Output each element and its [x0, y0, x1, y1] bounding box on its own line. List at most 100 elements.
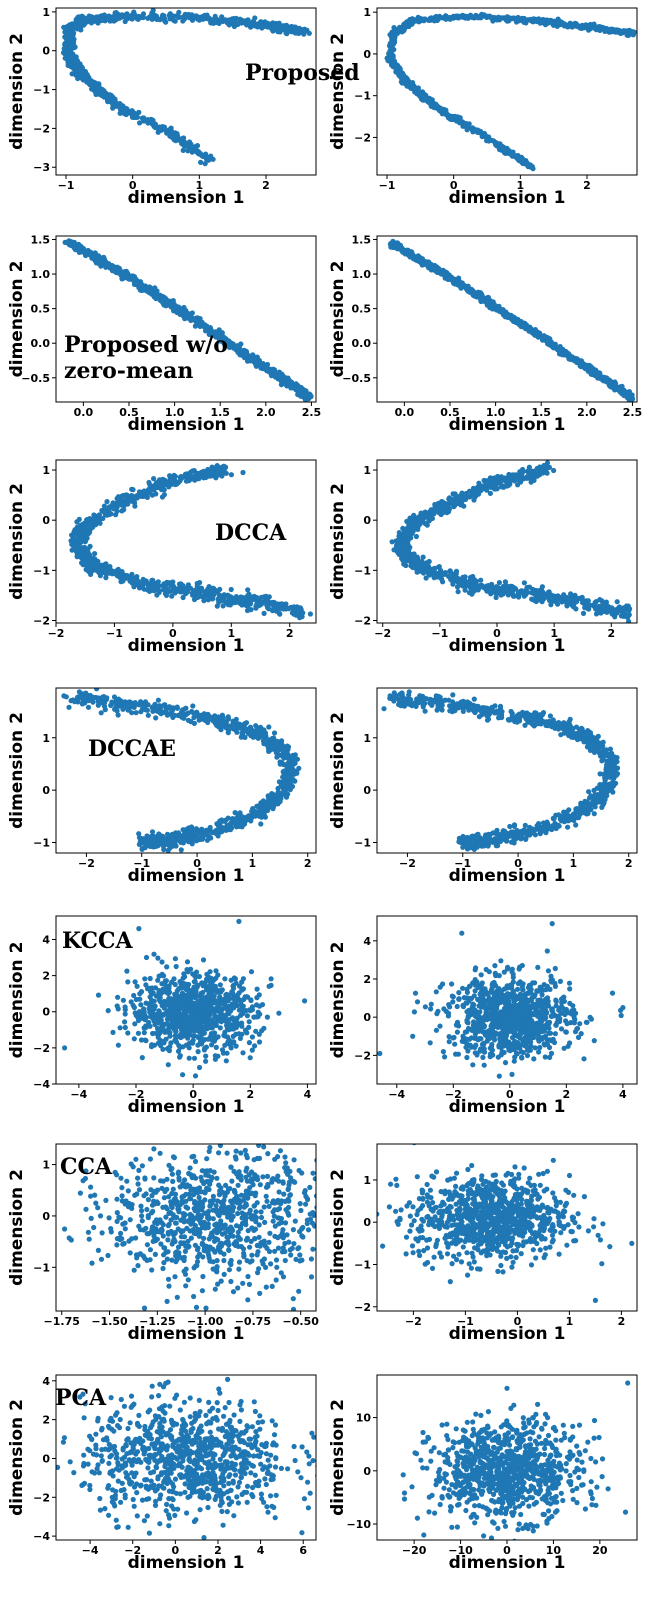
y-tick-label: 1 — [363, 6, 371, 19]
data-point — [67, 44, 73, 50]
data-point — [608, 384, 614, 390]
data-point — [144, 494, 150, 500]
data-point — [420, 554, 426, 560]
data-point — [457, 120, 463, 126]
data-point — [198, 585, 205, 591]
data-point — [494, 307, 500, 313]
data-point — [276, 370, 283, 377]
data-point — [463, 121, 469, 127]
data-point — [557, 344, 563, 350]
data-point — [148, 583, 154, 589]
data-point — [91, 254, 97, 261]
data-point — [286, 27, 292, 33]
data-point — [84, 79, 90, 85]
data-point — [202, 161, 208, 167]
data-point — [497, 141, 503, 147]
x-tick-label: −1 — [58, 179, 75, 192]
data-point — [126, 497, 132, 503]
data-point — [144, 285, 150, 292]
data-point — [496, 580, 502, 586]
data-point — [220, 603, 226, 609]
x-tick-label: −1 — [379, 179, 396, 192]
data-point — [76, 516, 82, 523]
data-point — [495, 14, 502, 20]
data-point — [292, 606, 298, 612]
data-point — [283, 606, 289, 612]
data-point — [110, 14, 116, 20]
data-point — [226, 22, 232, 28]
data-point — [85, 557, 92, 563]
data-point — [587, 21, 594, 28]
data-point — [244, 358, 251, 364]
data-point — [91, 515, 97, 521]
data-point — [79, 20, 85, 26]
data-point — [261, 610, 267, 617]
data-point — [69, 71, 75, 77]
data-point — [98, 567, 104, 573]
data-point — [100, 515, 106, 522]
data-point — [406, 250, 412, 256]
data-point — [278, 382, 284, 388]
y-tick-label: −1 — [354, 90, 371, 103]
data-point — [74, 24, 80, 30]
data-point — [213, 19, 219, 26]
x-tick-label: 2.0 — [577, 406, 597, 419]
data-point — [200, 470, 206, 476]
data-point — [103, 575, 109, 581]
data-point — [123, 14, 129, 21]
data-point — [168, 478, 174, 484]
data-point — [597, 26, 603, 33]
data-point — [216, 593, 222, 599]
data-point — [531, 18, 537, 24]
y-tick-label: 1.0 — [352, 268, 372, 281]
data-point — [247, 600, 253, 606]
data-point — [105, 570, 112, 576]
data-point — [101, 509, 107, 515]
data-point — [155, 579, 161, 585]
data-point — [279, 25, 285, 31]
x-axis-label: dimension 1 — [128, 188, 245, 208]
data-point — [111, 569, 117, 575]
data-point — [131, 11, 138, 18]
data-point — [449, 276, 456, 282]
data-point — [550, 343, 556, 349]
data-point — [515, 482, 521, 488]
plot-frame — [55, 235, 317, 403]
data-point — [390, 57, 396, 63]
scatter-panel-1-left: 0.0 0.5 1.0 1.5 2.0 2.5−0.50.00.51.01.5dimens… — [7, 233, 321, 435]
data-point — [66, 56, 72, 62]
data-point — [68, 538, 74, 544]
data-point — [306, 393, 312, 400]
data-point — [111, 506, 117, 512]
data-point — [252, 15, 258, 21]
data-point — [530, 166, 536, 172]
data-point — [574, 22, 580, 28]
data-point — [84, 17, 90, 23]
data-point — [228, 586, 234, 593]
data-point — [94, 19, 100, 25]
data-point — [396, 72, 402, 78]
points-group — [389, 460, 633, 623]
data-point — [93, 83, 99, 89]
data-point — [287, 605, 293, 611]
data-point — [279, 601, 285, 607]
data-point — [300, 610, 306, 616]
data-point — [233, 15, 239, 21]
data-point — [84, 249, 90, 256]
data-point — [147, 482, 153, 488]
data-point — [72, 247, 79, 253]
data-point — [149, 492, 155, 498]
data-point — [107, 92, 113, 98]
data-point — [476, 14, 482, 20]
data-point — [235, 595, 242, 601]
data-point — [182, 315, 189, 321]
data-point — [627, 31, 633, 37]
data-point — [391, 28, 398, 34]
data-point — [140, 576, 146, 583]
data-point — [605, 28, 611, 34]
data-point — [443, 107, 449, 113]
x-tick-label: −2 — [48, 627, 65, 640]
data-point — [154, 592, 160, 598]
y-tick-label: −2 — [33, 614, 50, 627]
